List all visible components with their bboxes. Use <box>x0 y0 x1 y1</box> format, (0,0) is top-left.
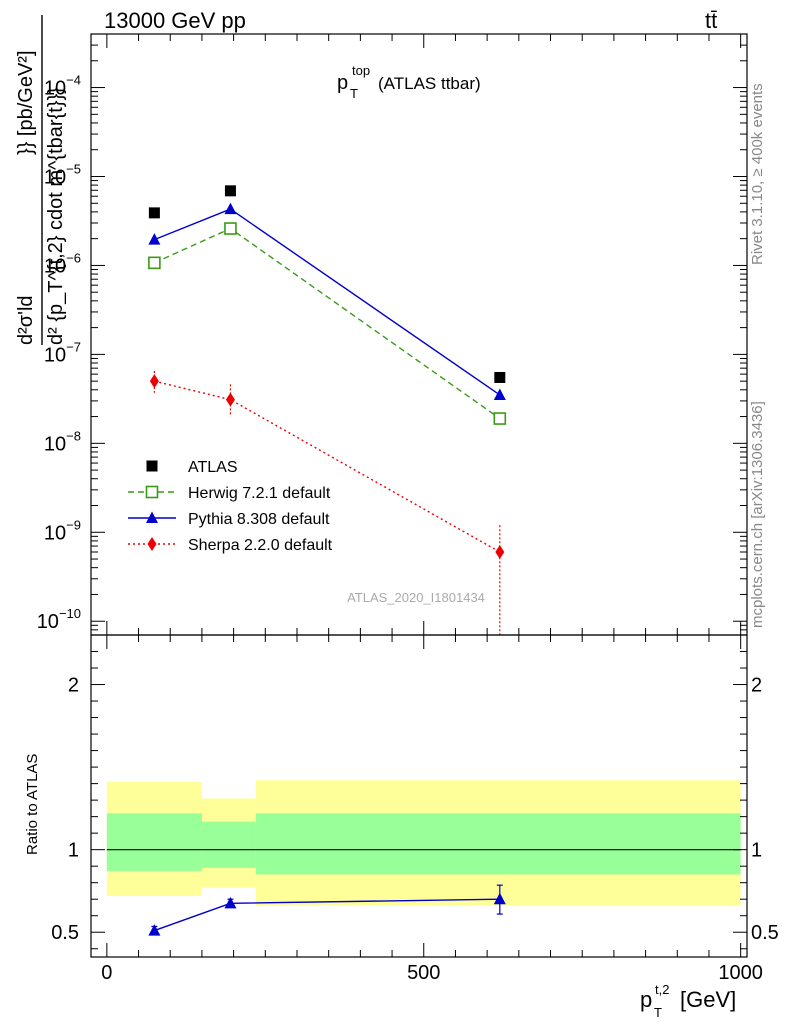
data-point <box>493 412 507 425</box>
ratio-y-label: Ratio to ATLAS <box>24 754 41 855</box>
ratio-y-tick-label: 2 <box>68 675 79 697</box>
mcplots-info: mcplots.cern.ch [arXiv:1306.3436] <box>749 401 766 628</box>
x-tick-label: 1000 <box>718 962 763 984</box>
ratio-panel: 0.5 0.5 1 1 2 2 0 500 1000 <box>51 634 779 984</box>
data-point <box>493 388 506 400</box>
x-label-sup: t,2 <box>655 982 669 997</box>
y-tick-mantissa: 10 <box>44 78 66 100</box>
y-axis-label: d²σ'ld d² {p_T^{t,2} cdot m^{tbar{t}}} }… <box>15 15 67 345</box>
y-tick-exponent: −4 <box>66 73 81 88</box>
y-tick-label: 10−8 <box>44 428 81 455</box>
collision-label: 13000 GeV pp <box>104 8 246 33</box>
data-point <box>148 256 161 270</box>
series-line <box>154 380 501 553</box>
x-axis-label: p t,2 T [GeV] <box>640 982 736 1020</box>
legend-marker <box>145 485 159 499</box>
y-label-denominator: d² {p_T^{t,2} cdot m^{tbar{t}}} <box>45 87 67 345</box>
ratio-point <box>224 896 237 909</box>
ratio-y-tick-label: 2 <box>751 675 762 697</box>
series-line <box>154 208 501 396</box>
x-label-main: p <box>640 987 652 1012</box>
y-tick-label: 10−9 <box>44 517 81 544</box>
y-label-unit: }} [pb/GeV²] <box>15 50 37 155</box>
data-point <box>225 392 235 407</box>
y-tick-label: 10−10 <box>37 606 81 633</box>
data-point <box>224 202 237 215</box>
title-suffix: (ATLAS ttbar) <box>378 74 481 93</box>
data-point <box>148 207 160 219</box>
rivet-info: Rivet 3.1.10, ≥ 400k events <box>749 83 766 265</box>
series-0 <box>148 185 506 383</box>
data-point <box>494 371 506 383</box>
data-point <box>224 222 237 235</box>
y-tick-exponent: −5 <box>66 161 81 176</box>
ratio-point <box>148 924 161 936</box>
data-point <box>149 374 159 389</box>
ratio-point <box>493 892 506 905</box>
ratio-y-tick-label: 1 <box>68 840 79 862</box>
legend-marker <box>147 537 157 551</box>
legend-label: Herwig 7.2.1 default <box>188 485 331 502</box>
legend-marker <box>146 511 158 523</box>
ratio-y-tick-label: 1 <box>751 840 762 862</box>
band-bin <box>255 813 741 875</box>
band-bin <box>201 821 256 868</box>
ratio-y-tick-label: 0.5 <box>51 922 79 944</box>
y-tick-mantissa: 10 <box>44 344 66 366</box>
x-label-sub: T <box>654 1005 662 1020</box>
series-3 <box>149 371 505 635</box>
data-point <box>495 545 505 560</box>
y-tick-label: 10−4 <box>44 73 81 100</box>
analysis-watermark: ATLAS_2020_I1801434 <box>347 590 485 605</box>
x-label-unit: [GeV] <box>680 987 736 1012</box>
series-line <box>154 227 501 420</box>
y-tick-mantissa: 10 <box>44 433 66 455</box>
legend-label: ATLAS <box>188 459 238 476</box>
x-tick-label: 500 <box>407 962 440 984</box>
y-tick-exponent: −8 <box>66 428 81 443</box>
ratio-frame <box>90 634 748 958</box>
y-tick-mantissa: 10 <box>44 166 66 188</box>
y-tick-exponent: −9 <box>66 517 81 532</box>
legend-label: Pythia 8.308 default <box>188 511 330 528</box>
y-tick-label: 10−5 <box>44 161 81 188</box>
y-label-numerator: d²σ'ld <box>15 295 37 345</box>
title-main: p <box>337 72 348 94</box>
y-tick-mantissa: 10 <box>44 522 66 544</box>
series-2 <box>148 202 506 400</box>
legend-label: Sherpa 2.2.0 default <box>188 537 333 554</box>
y-tick-mantissa: 10 <box>37 611 59 633</box>
process-label: tt̄ <box>705 8 717 33</box>
plot-title: p top T (ATLAS ttbar) <box>337 63 481 101</box>
ratio-series-0 <box>148 884 506 936</box>
y-tick-exponent: −6 <box>66 250 81 265</box>
ratio-y-tick-label: 0.5 <box>751 922 779 944</box>
data-point <box>224 185 236 197</box>
y-tick-exponent: −10 <box>59 606 81 621</box>
series-1 <box>148 222 507 425</box>
legend-marker <box>146 460 158 472</box>
y-tick-mantissa: 10 <box>44 255 66 277</box>
title-sup: top <box>352 63 370 78</box>
y-tick-exponent: −7 <box>66 339 81 354</box>
legend: ATLAS Herwig 7.2.1 default Pythia 8.308 de… <box>128 459 333 554</box>
band-bin <box>106 813 202 872</box>
title-sub: T <box>350 86 358 101</box>
y-tick-label: 10−7 <box>44 339 81 366</box>
x-tick-label: 0 <box>101 962 112 984</box>
y-tick-label: 10−6 <box>44 250 81 277</box>
data-point <box>148 233 161 245</box>
